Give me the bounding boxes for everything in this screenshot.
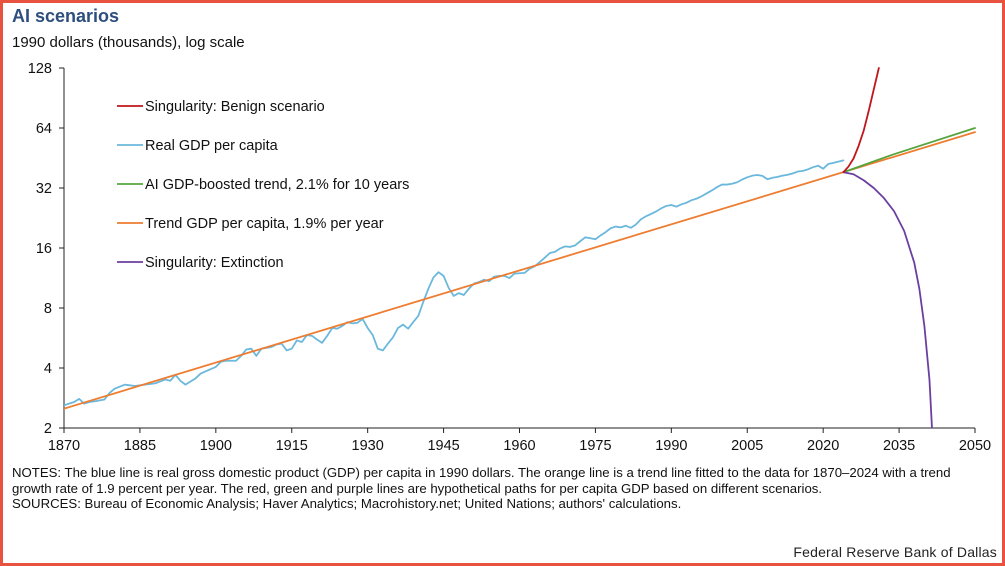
x-tick-label: 1945 bbox=[427, 438, 459, 454]
chart-series bbox=[64, 67, 976, 428]
x-tick-label: 1900 bbox=[200, 438, 232, 454]
x-tick-label: 1915 bbox=[276, 438, 308, 454]
legend-label: Singularity: Benign scenario bbox=[145, 99, 325, 115]
chart-notes: NOTES: The blue line is real gross domes… bbox=[12, 465, 990, 512]
chart-axes: 2 4 8 16 32 64 128 1870 1885 1900 1915 1930 1945 1960… bbox=[28, 61, 991, 454]
publisher-credit: Federal Reserve Bank of Dallas bbox=[793, 544, 997, 560]
series-line-real-gdp-per-capita bbox=[64, 159, 845, 407]
y-tick-label: 8 bbox=[44, 301, 52, 317]
y-tick-label: 128 bbox=[28, 61, 52, 77]
chart-title: AI scenarios bbox=[12, 6, 120, 26]
y-tick-label: 4 bbox=[44, 361, 52, 377]
y-tick-label: 64 bbox=[36, 121, 52, 137]
chart-subtitle: 1990 dollars (thousands), log scale bbox=[12, 34, 245, 51]
series-line-singularity-extinction bbox=[842, 171, 933, 428]
x-tick-label: 1870 bbox=[48, 438, 80, 454]
x-tick-label: 1930 bbox=[352, 438, 384, 454]
chart-legend: Singularity: Benign scenario Real GDP per… bbox=[117, 99, 409, 271]
x-tick-label: 2035 bbox=[883, 438, 915, 454]
x-tick-label: 2005 bbox=[731, 438, 763, 454]
sources-text: SOURCES: Bureau of Economic Analysis; Ha… bbox=[12, 496, 682, 511]
x-tick-label: 1885 bbox=[124, 438, 156, 454]
legend-label: Singularity: Extinction bbox=[145, 255, 284, 271]
legend-label: AI GDP-boosted trend, 2.1% for 10 years bbox=[145, 177, 409, 193]
y-tick-label: 32 bbox=[36, 181, 52, 197]
series-line-trend-gdp-per-capita-1-9-per-year bbox=[64, 131, 976, 410]
series-line-ai-gdp-boosted-trend-2-1-for-10-years bbox=[842, 127, 976, 174]
y-tick-label: 16 bbox=[36, 241, 52, 257]
x-tick-label: 2050 bbox=[959, 438, 991, 454]
series-line-singularity-benign-scenario bbox=[842, 67, 880, 174]
x-tick-label: 1990 bbox=[655, 438, 687, 454]
legend-label: Real GDP per capita bbox=[145, 138, 279, 154]
x-tick-label: 1960 bbox=[503, 438, 535, 454]
notes-text: NOTES: The blue line is real gross domes… bbox=[12, 465, 951, 496]
y-tick-label: 2 bbox=[44, 421, 52, 437]
x-tick-label: 1975 bbox=[579, 438, 611, 454]
x-tick-label: 2020 bbox=[807, 438, 839, 454]
legend-label: Trend GDP per capita, 1.9% per year bbox=[145, 216, 384, 232]
